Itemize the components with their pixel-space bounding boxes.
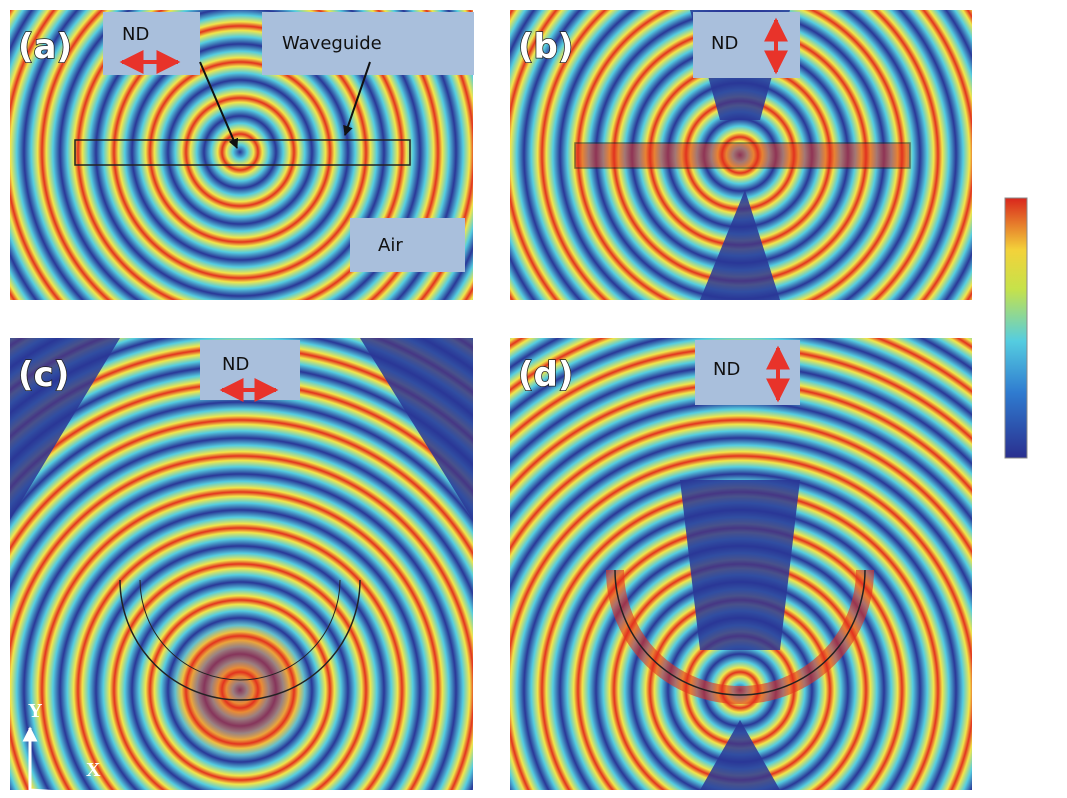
panel-label: (c) bbox=[18, 355, 69, 395]
panel-c bbox=[10, 338, 473, 790]
panel-d bbox=[510, 338, 972, 790]
nd-box bbox=[103, 12, 200, 75]
nd-label: ND bbox=[122, 24, 149, 45]
annotation-box bbox=[350, 218, 465, 272]
x-axis-arrow bbox=[29, 788, 119, 798]
x-axis-label: X bbox=[86, 759, 101, 781]
annotation: Air bbox=[378, 235, 403, 256]
nd-label: ND bbox=[222, 354, 249, 375]
nd-label: ND bbox=[713, 359, 740, 380]
colorbar-gradient bbox=[1004, 197, 1028, 459]
nd-box bbox=[695, 340, 800, 405]
annotation-box bbox=[262, 12, 474, 75]
y-axis-label: Y bbox=[28, 700, 43, 722]
nd-label: ND bbox=[711, 33, 738, 54]
annotation: Waveguide bbox=[282, 33, 382, 54]
panel-label: (d) bbox=[518, 355, 573, 395]
panel-b bbox=[510, 10, 972, 300]
panel-label: (b) bbox=[518, 27, 573, 67]
pointer bbox=[343, 61, 371, 136]
pointer bbox=[199, 61, 239, 149]
colorbar bbox=[1004, 197, 1028, 459]
panel-label: (a) bbox=[18, 27, 72, 67]
nd-box bbox=[693, 12, 800, 78]
